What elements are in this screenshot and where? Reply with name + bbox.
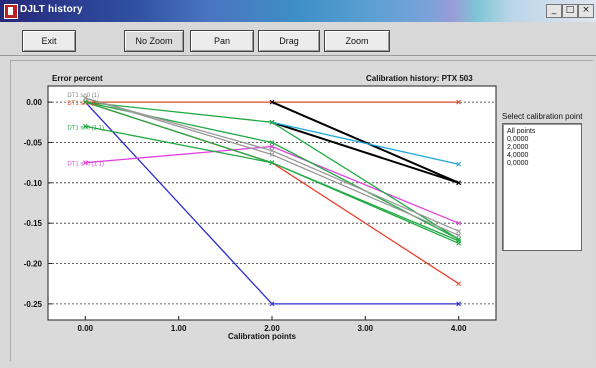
no-zoom-button[interactable]: No Zoom <box>124 30 184 52</box>
point-label: DT1 sn0 (1) <box>67 93 99 99</box>
y-axis-title: Error percent <box>52 74 103 83</box>
x-axis-title: Calibration points <box>228 332 296 341</box>
data-point-marker[interactable] <box>82 123 88 129</box>
data-point-marker[interactable] <box>456 161 462 167</box>
list-item-point[interactable]: 2,0000 <box>507 144 529 151</box>
select-panel-title: Select calibration point <box>502 112 583 121</box>
drag-button[interactable]: Drag <box>258 30 320 52</box>
data-point-marker[interactable] <box>456 301 462 307</box>
x-tick-label: 2.00 <box>264 324 280 333</box>
x-tick-label: 4.00 <box>451 324 467 333</box>
data-point-marker[interactable] <box>456 220 462 226</box>
point-labels: DT1 sn0 (1) DT1 sn0 (1) DT1 sn0 (1.1) DT1 s… <box>67 93 104 168</box>
data-point-marker[interactable] <box>269 119 275 125</box>
title-bar: DJLT history _ □ × <box>0 0 596 22</box>
series-line[interactable] <box>271 101 460 184</box>
y-tick-label: -0.15 <box>24 219 43 228</box>
series-line[interactable] <box>271 121 459 165</box>
y-tick-label: -0.10 <box>24 179 43 188</box>
y-tick-label: -0.25 <box>24 300 43 309</box>
data-point-marker[interactable] <box>269 152 275 157</box>
data-point-marker[interactable] <box>456 180 462 186</box>
data-point-marker[interactable] <box>269 301 275 307</box>
x-tick-labels: 0.00 1.00 2.00 3.00 4.00 <box>78 324 467 333</box>
point-label: DT1 sn0 (1.1) <box>67 125 104 131</box>
series-line[interactable] <box>271 121 460 184</box>
data-point-marker[interactable] <box>82 160 88 166</box>
data-point-marker[interactable] <box>269 148 275 153</box>
data-point-marker[interactable] <box>456 228 462 234</box>
maximize-button[interactable]: □ <box>562 4 578 18</box>
data-point-marker[interactable] <box>82 95 88 101</box>
y-tick-labels: 0.00 -0.05 -0.10 -0.15 -0.20 -0.25 <box>24 98 43 309</box>
data-point-marker[interactable] <box>456 281 462 287</box>
series-group <box>82 95 462 307</box>
list-item-all-points[interactable]: All points <box>507 128 536 135</box>
data-point-marker[interactable] <box>269 140 275 145</box>
data-point-marker[interactable] <box>269 144 275 149</box>
y-tick-label: -0.05 <box>24 138 43 147</box>
data-point-marker[interactable] <box>82 99 88 105</box>
x-tick-label: 0.00 <box>78 324 94 333</box>
x-tick-label: 3.00 <box>358 324 374 333</box>
data-point-marker[interactable] <box>456 232 462 238</box>
data-point-marker[interactable] <box>456 99 462 105</box>
point-label: DT1 sn0 (1.1) <box>67 162 104 168</box>
y-tick-label: -0.20 <box>24 260 43 269</box>
chart-title: Calibration history: PTX 503 <box>366 74 473 83</box>
zoom-button[interactable]: Zoom <box>324 30 390 52</box>
list-item-point[interactable]: 0,0000 <box>507 136 529 143</box>
list-item-point[interactable]: 0,0000 <box>507 160 529 167</box>
list-item-point[interactable]: 4,0000 <box>507 152 529 159</box>
calibration-point-list[interactable]: All points 0,0000 2,0000 4,0000 0,0000 <box>502 123 582 251</box>
data-point-marker[interactable] <box>269 99 275 105</box>
pan-button[interactable]: Pan <box>190 30 254 52</box>
window-title: DJLT history <box>20 4 83 15</box>
data-point-marker[interactable] <box>269 160 275 166</box>
exit-button[interactable]: Exit <box>22 30 76 52</box>
y-tick-label: 0.00 <box>26 98 42 107</box>
minimize-button[interactable]: _ <box>546 4 562 18</box>
app-icon <box>4 4 18 19</box>
point-label: DT1 sn0 (1) <box>67 101 99 107</box>
toolbar-divider <box>0 55 596 56</box>
data-point-marker[interactable] <box>456 238 462 244</box>
close-button[interactable]: × <box>578 4 594 18</box>
plot-area <box>47 85 497 321</box>
x-tick-label: 1.00 <box>171 324 187 333</box>
